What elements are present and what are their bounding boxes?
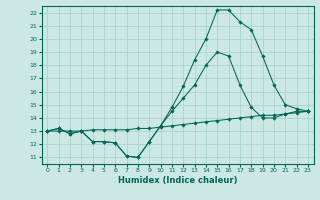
X-axis label: Humidex (Indice chaleur): Humidex (Indice chaleur) <box>118 176 237 185</box>
